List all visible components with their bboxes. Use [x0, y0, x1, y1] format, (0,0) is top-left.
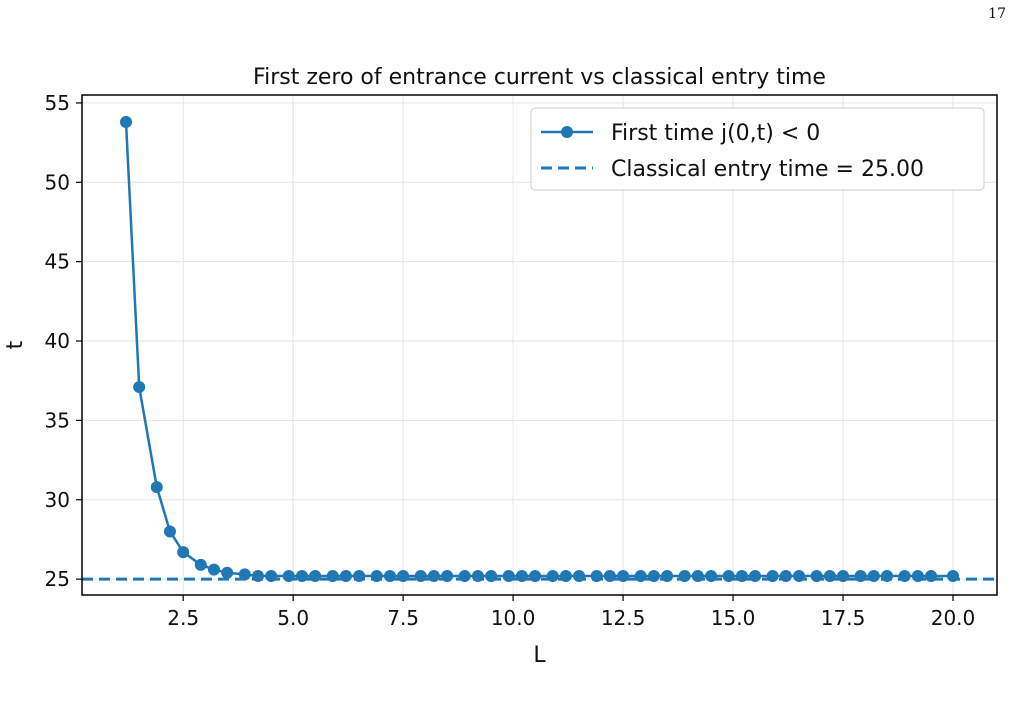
y-tick-label: 30	[45, 488, 70, 512]
data-point	[867, 569, 880, 582]
data-point	[238, 568, 251, 581]
data-point	[221, 566, 234, 579]
x-axis: 2.5 5.0 7.5 10.0 12.5 15.0 17.5 20.0	[167, 595, 975, 630]
data-point	[705, 569, 718, 582]
data-point	[119, 115, 132, 128]
data-point	[617, 569, 630, 582]
series-group	[119, 115, 960, 582]
legend: First time j(0,t) < 0 Classical entry tim…	[530, 107, 985, 191]
data-point	[779, 569, 792, 582]
y-axis-label: t	[3, 340, 28, 349]
data-point	[339, 569, 352, 582]
data-point	[793, 569, 806, 582]
y-tick-label: 35	[45, 408, 70, 432]
data-point	[546, 569, 559, 582]
data-point	[722, 569, 735, 582]
data-point	[295, 569, 308, 582]
y-axis: 25 30 35 40 45 50 55	[45, 91, 82, 591]
y-tick-label: 55	[45, 91, 70, 115]
data-point	[810, 569, 823, 582]
data-point	[251, 569, 264, 582]
x-tick-label: 10.0	[491, 606, 536, 630]
y-tick-label: 40	[45, 329, 70, 353]
data-point	[947, 569, 960, 582]
data-point	[265, 569, 278, 582]
data-point	[471, 569, 484, 582]
data-point	[133, 381, 146, 394]
data-point	[647, 569, 660, 582]
x-tick-label: 17.5	[821, 606, 866, 630]
data-point	[515, 569, 528, 582]
data-point	[925, 569, 938, 582]
data-point	[353, 569, 366, 582]
data-point	[881, 569, 894, 582]
x-tick-label: 7.5	[387, 606, 419, 630]
chart-title: First zero of entrance current vs classi…	[253, 65, 826, 90]
data-point	[603, 569, 616, 582]
x-tick-label: 12.5	[601, 606, 646, 630]
data-point	[370, 569, 383, 582]
legend-marker-first-time	[561, 126, 573, 138]
legend-label-first-time: First time j(0,t) < 0	[611, 121, 820, 146]
data-point	[397, 569, 410, 582]
data-point	[559, 569, 572, 582]
data-point	[309, 569, 322, 582]
legend-box	[530, 107, 985, 191]
data-point	[383, 569, 396, 582]
x-axis-label: L	[533, 643, 546, 668]
y-tick-label: 45	[45, 250, 70, 274]
data-point	[661, 569, 674, 582]
data-point	[573, 569, 586, 582]
data-point	[502, 569, 515, 582]
data-point	[898, 569, 911, 582]
data-point	[485, 569, 498, 582]
data-point	[678, 569, 691, 582]
y-tick-label: 50	[45, 170, 70, 194]
x-tick-label: 5.0	[277, 606, 309, 630]
data-point	[529, 569, 542, 582]
y-tick-label: 25	[45, 567, 70, 591]
data-point	[749, 569, 762, 582]
data-point	[837, 569, 850, 582]
data-point	[911, 569, 924, 582]
data-point	[427, 569, 440, 582]
data-point	[177, 546, 190, 559]
data-point	[735, 569, 748, 582]
x-tick-label: 15.0	[711, 606, 756, 630]
plot-frame	[81, 94, 998, 596]
data-point	[207, 563, 220, 576]
x-tick-label: 20.0	[931, 606, 976, 630]
data-point	[634, 569, 647, 582]
data-point	[163, 525, 176, 538]
data-point	[590, 569, 603, 582]
data-point	[823, 569, 836, 582]
data-point	[282, 569, 295, 582]
data-point	[691, 569, 704, 582]
data-point	[414, 569, 427, 582]
data-point	[441, 569, 454, 582]
data-point	[854, 569, 867, 582]
legend-label-classical: Classical entry time = 25.00	[611, 157, 924, 182]
page-number: 17	[988, 6, 1006, 22]
data-point	[194, 558, 207, 571]
data-point	[766, 569, 779, 582]
data-point	[150, 481, 163, 494]
x-tick-label: 2.5	[167, 606, 199, 630]
data-point	[458, 569, 471, 582]
data-point	[326, 569, 339, 582]
